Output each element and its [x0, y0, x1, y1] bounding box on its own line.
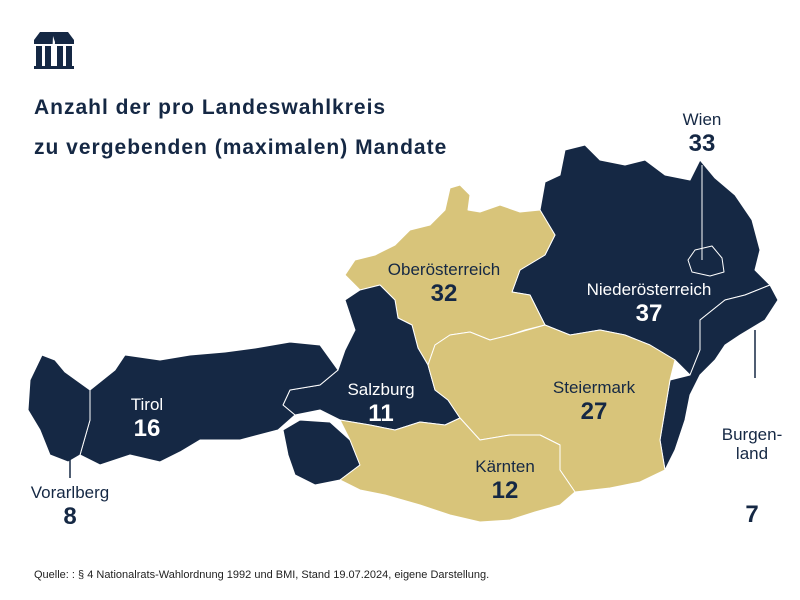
title-line-1: Anzahl der pro Landeswahlkreis	[34, 96, 387, 119]
label-tirol: Tirol 16	[130, 395, 164, 442]
label-oberoesterreich: Oberösterreich 32	[387, 260, 501, 307]
label-niederoesterreich: Niederösterreich 37	[586, 280, 712, 327]
label-vorarlberg: Vorarlberg 8	[30, 483, 110, 530]
source-note: Quelle: : § 4 Nationalrats-Wahlordnung 1…	[34, 569, 490, 581]
label-kaernten: Kärnten 12	[475, 457, 535, 504]
parliament-logo	[34, 32, 74, 69]
region-vorarlberg[interactable]	[27, 354, 91, 463]
title-line-2: zu vergebenden (maximalen) Mandate	[34, 136, 448, 159]
region-wien[interactable]	[687, 245, 725, 277]
label-salzburg: Salzburg 11	[347, 380, 415, 427]
region-kaernten[interactable]	[339, 417, 576, 523]
label-steiermark: Steiermark 27	[552, 378, 636, 425]
region-tirol[interactable]	[79, 341, 339, 466]
label-wien: Wien 33	[682, 110, 722, 157]
label-burgenland: Burgen- land 7	[721, 424, 783, 528]
